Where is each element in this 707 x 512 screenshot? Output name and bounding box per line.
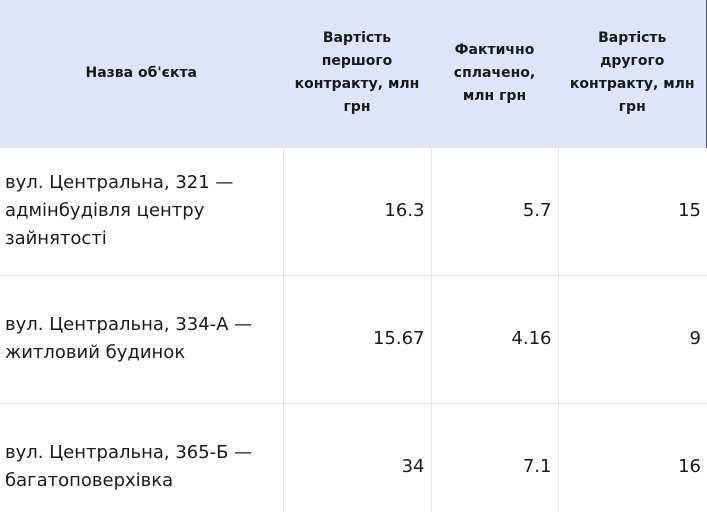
value-cell: 9 <box>557 274 707 403</box>
header-cell: Вартість першого контракту, млн грн <box>282 0 431 147</box>
header-row: Назва об'єкта Вартість першого контракту,… <box>0 0 707 147</box>
table-row: вул. Центральна, 334-А — житловий будино… <box>0 274 707 403</box>
value-cell: 7.1 <box>430 402 558 512</box>
header-cell: Фактично сплачено, млн грн <box>430 0 558 147</box>
table-row: вул. Центральна, 365-Б — багатоповерхівк… <box>0 402 707 512</box>
value-cell: 15 <box>557 146 707 275</box>
header-cell: Вартість другого контракту, млн грн <box>557 0 707 147</box>
object-name-cell: вул. Центральна, 365-Б — багатоповерхівк… <box>0 402 283 512</box>
object-name-cell: вул. Центральна, 334-А — житловий будино… <box>0 274 283 403</box>
table-row: вул. Центральна, 321 — адмінбудівля цент… <box>0 146 707 275</box>
value-cell: 4.16 <box>430 274 558 403</box>
value-cell: 16.3 <box>282 146 431 275</box>
value-cell: 16 <box>557 402 707 512</box>
value-cell: 15.67 <box>282 274 431 403</box>
value-cell: 34 <box>282 402 431 512</box>
table-body: вул. Центральна, 321 — адмінбудівля цент… <box>0 146 707 512</box>
object-name-cell: вул. Центральна, 321 — адмінбудівля цент… <box>0 146 283 275</box>
value-cell: 5.7 <box>430 146 558 275</box>
table-header: Назва об'єкта Вартість першого контракту,… <box>0 0 707 147</box>
header-cell: Назва об'єкта <box>0 0 283 147</box>
